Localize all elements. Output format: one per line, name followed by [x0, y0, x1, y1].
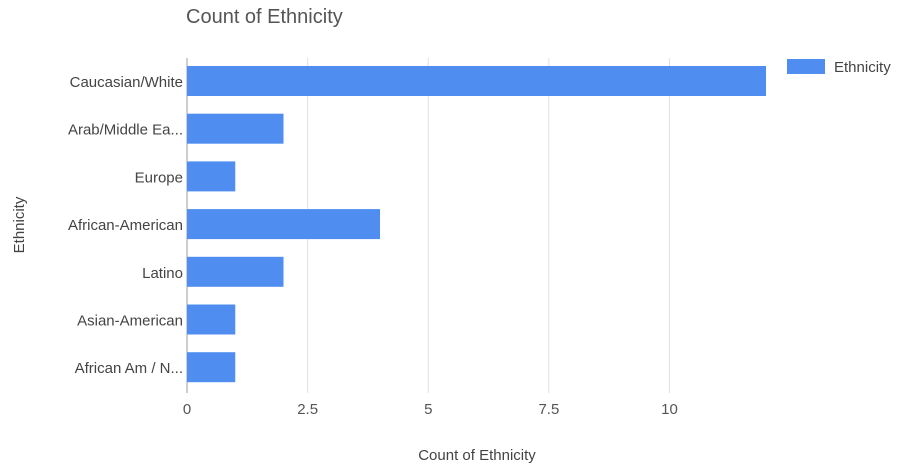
x-tick-label: 0 — [183, 401, 191, 418]
bar-3 — [187, 209, 380, 240]
y-axis-labels: Caucasian/White Arab/Middle Ea... Europe Af… — [68, 74, 183, 377]
bar-1 — [187, 113, 284, 144]
y-axis-title: Ethnicity — [11, 196, 28, 253]
legend: Ethnicity — [787, 59, 891, 76]
chart-title: Count of Ethnicity — [186, 6, 343, 28]
x-tick-label: 5 — [424, 401, 432, 418]
bars — [187, 66, 766, 383]
legend-swatch — [787, 59, 825, 74]
bar-5 — [187, 304, 236, 335]
bar-6 — [187, 352, 236, 383]
x-tick-label: 10 — [661, 401, 678, 418]
category-label: African Am / N... — [75, 360, 183, 377]
category-label: Asian-American — [77, 313, 183, 330]
category-label: Arab/Middle Ea... — [68, 122, 183, 139]
x-tick-label: 7.5 — [538, 401, 559, 418]
bar-4 — [187, 256, 284, 287]
legend-label: Ethnicity — [834, 59, 891, 76]
x-axis-title: Count of Ethnicity — [418, 447, 536, 464]
category-label: Europe — [135, 169, 183, 186]
bar-2 — [187, 161, 236, 192]
category-label: Caucasian/White — [70, 74, 183, 91]
bar-0 — [187, 66, 766, 96]
category-label: African-American — [68, 217, 183, 234]
x-axis-ticks: 0 2.5 5 7.5 10 — [183, 401, 678, 418]
x-tick-label: 2.5 — [297, 401, 318, 418]
category-label: Latino — [142, 265, 183, 282]
